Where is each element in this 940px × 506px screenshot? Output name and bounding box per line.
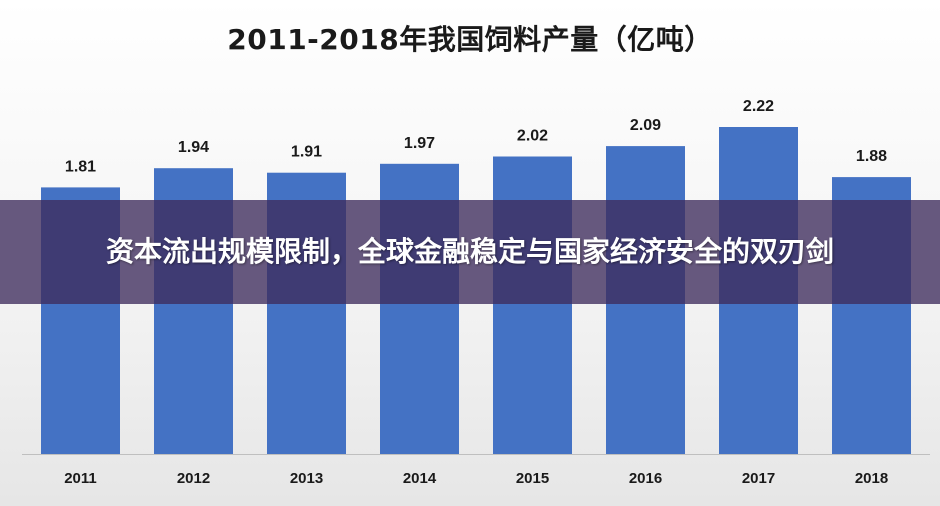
- data-label-2017: 2.22: [743, 98, 774, 115]
- x-tick-label-2011: 2011: [64, 470, 97, 487]
- data-label-2011: 1.81: [65, 158, 96, 175]
- x-tick-label-2014: 2014: [403, 470, 437, 487]
- x-tick-label-2012: 2012: [177, 470, 210, 487]
- x-tick-label-2017: 2017: [742, 470, 775, 487]
- data-label-2014: 1.97: [404, 135, 435, 152]
- data-label-2012: 1.94: [178, 139, 209, 156]
- data-label-2018: 1.88: [856, 148, 887, 165]
- headline-text: 资本流出规模限制，全球金融稳定与国家经济安全的双刃剑: [105, 235, 834, 268]
- x-tick-label-2018: 2018: [855, 470, 888, 487]
- x-tick-label-2015: 2015: [516, 470, 549, 487]
- x-tick-label-2013: 2013: [290, 470, 323, 487]
- data-label-2013: 1.91: [291, 144, 322, 161]
- x-tick-label-2016: 2016: [629, 470, 662, 487]
- headline-banner: 资本流出规模限制，全球金融稳定与国家经济安全的双刃剑: [0, 200, 940, 304]
- data-label-2016: 2.09: [630, 117, 661, 134]
- chart-title: 2011-2018年我国饲料产量（亿吨）: [227, 23, 713, 56]
- data-label-2015: 2.02: [517, 128, 548, 145]
